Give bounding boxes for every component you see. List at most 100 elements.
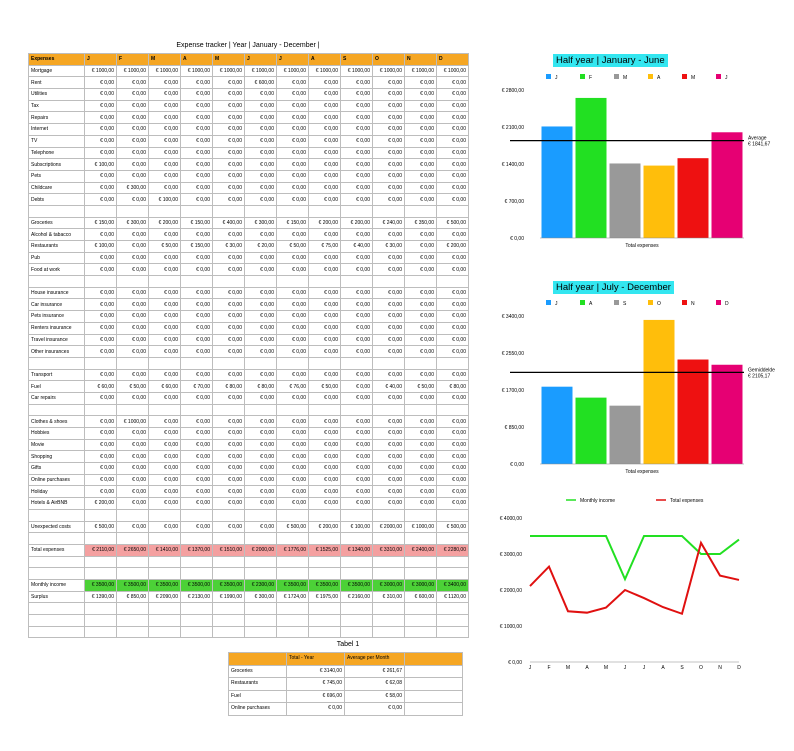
cell-value[interactable]: € 2110,00 (84, 543, 117, 557)
cell-value[interactable] (404, 204, 437, 218)
cell-value[interactable]: € 0,00 (372, 298, 405, 312)
row-label[interactable] (28, 614, 85, 627)
row-label[interactable]: Repairs (28, 111, 85, 125)
cell-value[interactable]: € 0,00 (212, 497, 245, 510)
cell-value[interactable]: € 0,00 (404, 228, 437, 241)
row-label[interactable] (28, 275, 85, 288)
cell-value[interactable]: € 0,00 (340, 228, 373, 241)
cell-value[interactable] (404, 275, 437, 288)
cell-value[interactable]: € 100,00 (84, 240, 117, 253)
cell-value[interactable]: € 0,00 (84, 134, 117, 148)
row-label[interactable]: Gifts (28, 462, 85, 475)
cell-value[interactable]: € 0,00 (180, 485, 213, 499)
cell-value[interactable]: € 0,00 (276, 181, 309, 195)
cell-value[interactable] (308, 567, 341, 580)
cell-value[interactable]: € 0,00 (244, 520, 277, 534)
cell-value[interactable]: € 0,00 (116, 333, 149, 347)
cell-value[interactable]: € 0,00 (340, 473, 373, 487)
cell-value[interactable] (372, 275, 405, 288)
cell-value[interactable]: € 0,00 (308, 76, 341, 90)
cell-value[interactable] (276, 204, 309, 218)
cell-value[interactable]: € 0,00 (276, 497, 309, 510)
cell-value[interactable]: € 0,00 (116, 391, 149, 405)
cell-value[interactable] (436, 614, 469, 627)
cell-value[interactable] (340, 602, 373, 615)
cell-value[interactable]: € 0,00 (180, 497, 213, 510)
cell-value[interactable]: € 0,00 (308, 158, 341, 171)
cell-value[interactable]: € 0,00 (180, 333, 213, 347)
cell-value[interactable]: € 0,00 (212, 169, 245, 183)
cell-value[interactable]: € 0,00 (372, 368, 405, 382)
cell-value[interactable]: € 0,00 (372, 321, 405, 335)
row-label[interactable] (28, 204, 85, 218)
cell-value[interactable]: € 0,00 (308, 333, 341, 347)
cell-value[interactable]: € 0,00 (212, 368, 245, 382)
cell-value[interactable]: € 2400,00 (404, 543, 437, 557)
cell-value[interactable]: € 0,00 (404, 240, 437, 253)
cell-value[interactable]: € 0,00 (212, 99, 245, 113)
cell-value[interactable]: € 0,00 (276, 88, 309, 101)
cell-value[interactable]: € 150,00 (84, 216, 117, 230)
cell-value[interactable]: € 0,00 (84, 123, 117, 136)
cell-value[interactable]: € 0,00 (212, 462, 245, 475)
cell-value[interactable] (84, 555, 117, 569)
cell-value[interactable]: € 0,00 (180, 228, 213, 241)
cell-value[interactable]: € 0,00 (372, 310, 405, 323)
cell-value[interactable]: € 0,00 (84, 345, 117, 358)
cell-value[interactable]: € 850,00 (116, 590, 149, 604)
cell-value[interactable]: € 0,00 (244, 310, 277, 323)
cell-value[interactable]: € 0,00 (148, 415, 181, 428)
cell-value[interactable]: € 0,00 (276, 228, 309, 241)
cell-value[interactable]: € 1000,00 (372, 64, 405, 78)
cell-value[interactable]: € 0,00 (436, 427, 469, 440)
cell-value[interactable]: € 3500,00 (148, 578, 181, 592)
cell-value[interactable]: € 2130,00 (180, 590, 213, 604)
cell-value[interactable]: € 3500,00 (84, 578, 117, 592)
cell-value[interactable]: € 150,00 (276, 216, 309, 230)
cell-value[interactable] (372, 508, 405, 522)
cell-value[interactable]: € 0,00 (180, 134, 213, 148)
cell-value[interactable]: € 0,00 (244, 438, 277, 452)
cell-value[interactable]: € 0,00 (340, 310, 373, 323)
row-label[interactable]: Travel insurance (28, 333, 85, 347)
cell-value[interactable]: € 0,00 (244, 181, 277, 195)
cell-value[interactable]: € 1410,00 (148, 543, 181, 557)
row-label[interactable]: Tax (28, 99, 85, 113)
cell-value[interactable]: € 0,00 (116, 520, 149, 534)
cell-value[interactable]: € 3500,00 (116, 578, 149, 592)
cell-value[interactable]: € 0,00 (84, 111, 117, 125)
cell-value[interactable]: € 0,00 (404, 158, 437, 171)
cell-value[interactable]: € 0,00 (404, 146, 437, 160)
cell-value[interactable] (212, 204, 245, 218)
cell-value[interactable] (244, 625, 277, 639)
cell-value[interactable]: € 300,00 (244, 590, 277, 604)
cell-value[interactable]: € 0,00 (276, 321, 309, 335)
cell-value[interactable]: € 400,00 (212, 216, 245, 230)
cell-value[interactable]: € 0,00 (244, 415, 277, 428)
cell-value[interactable]: € 3500,00 (276, 578, 309, 592)
cell-value[interactable] (276, 555, 309, 569)
cell-value[interactable] (404, 532, 437, 545)
cell-value[interactable]: € 0,00 (340, 251, 373, 265)
cell-value[interactable]: € 60,00 (148, 380, 181, 393)
cell-value[interactable] (436, 602, 469, 615)
cell-value[interactable]: € 0,00 (276, 298, 309, 312)
cell-value[interactable] (340, 204, 373, 218)
cell-value[interactable] (308, 275, 341, 288)
cell-value[interactable]: € 0,00 (436, 181, 469, 195)
cell-value[interactable]: € 0,00 (436, 321, 469, 335)
cell-value[interactable]: € 0,00 (404, 345, 437, 358)
cell-value[interactable] (404, 602, 437, 615)
cell-value[interactable]: € 0,00 (308, 368, 341, 382)
cell-value[interactable]: € 0,00 (212, 473, 245, 487)
row-label[interactable]: Hobbies (28, 427, 85, 440)
cell-value[interactable]: € 0,00 (276, 193, 309, 206)
cell-value[interactable] (436, 555, 469, 569)
cell-value[interactable]: € 0,00 (180, 123, 213, 136)
cell-value[interactable]: € 0,00 (180, 263, 213, 277)
cell-value[interactable]: € 0,00 (244, 462, 277, 475)
cell-value[interactable]: € 2090,00 (148, 590, 181, 604)
cell-value[interactable]: € 0,00 (116, 263, 149, 277)
cell-value[interactable]: € 1525,00 (308, 543, 341, 557)
cell-value[interactable] (404, 614, 437, 627)
